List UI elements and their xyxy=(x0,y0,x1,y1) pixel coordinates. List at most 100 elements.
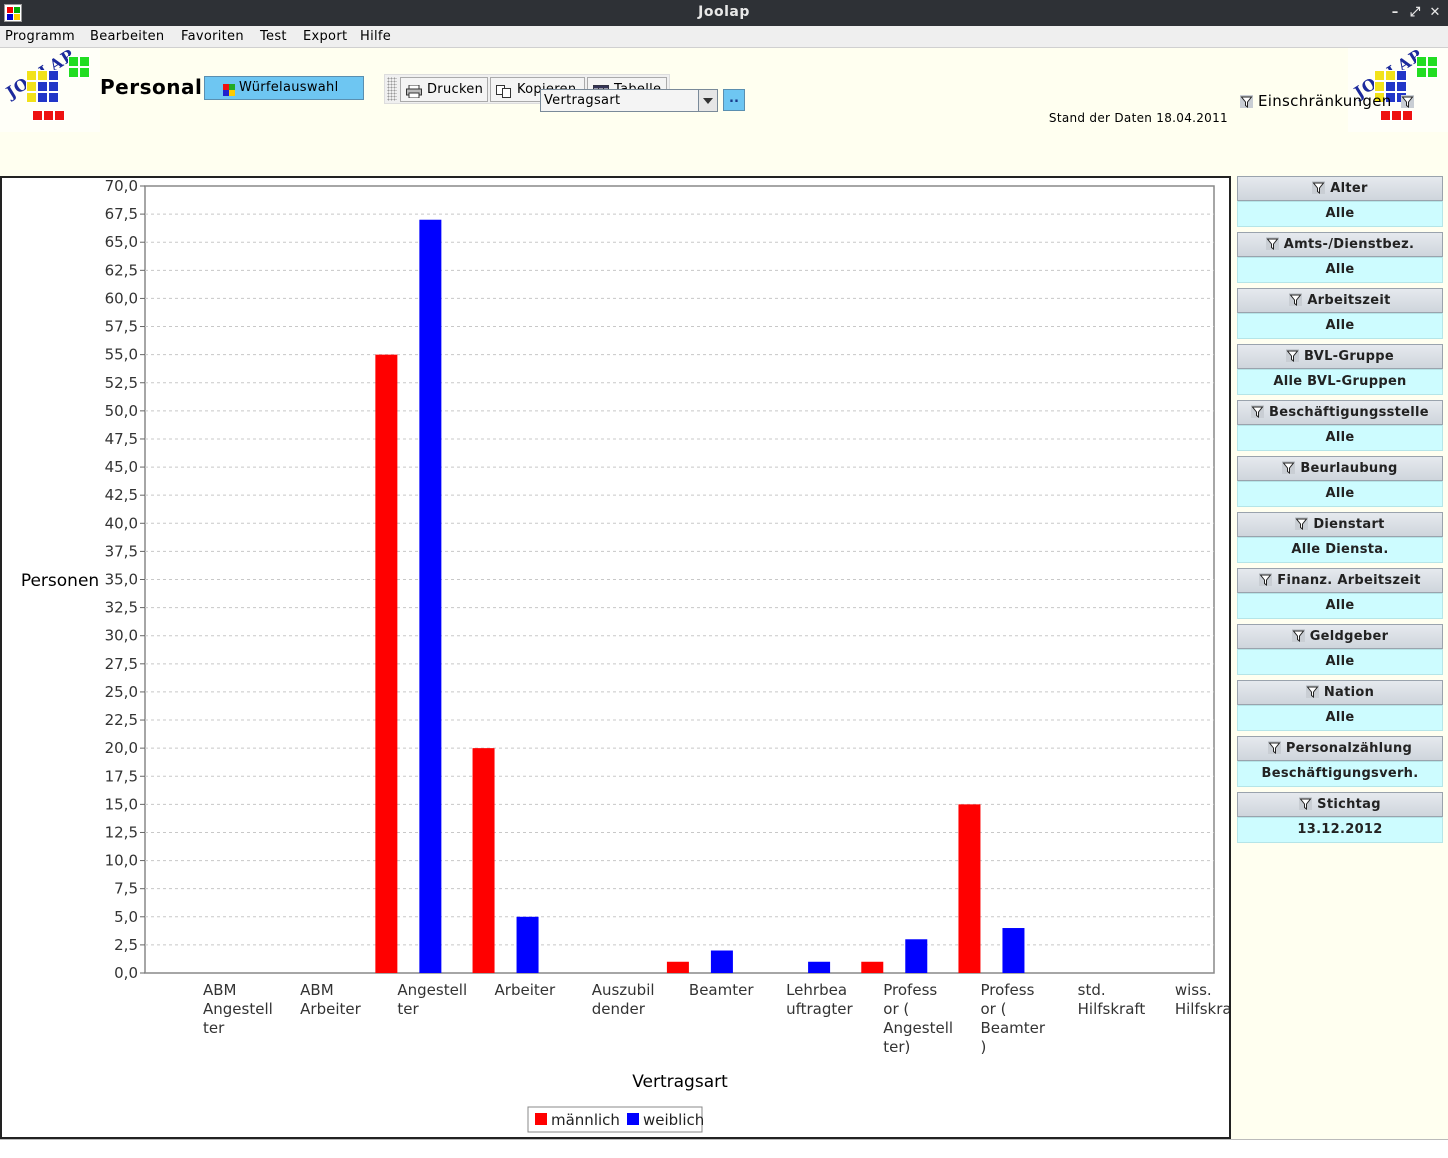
y-tick-label: 5,0 xyxy=(114,908,138,926)
bar-female xyxy=(710,950,733,973)
filter-group: Beschäftigungsstelle Alle xyxy=(1237,400,1443,452)
filter-label: Amts-/Dienstbez. xyxy=(1283,237,1415,252)
filter-value[interactable]: Alle xyxy=(1237,257,1443,283)
x-tick-label: ABM xyxy=(300,981,334,999)
filter-button[interactable]: Alter xyxy=(1237,176,1443,201)
filter-button[interactable]: BVL-Gruppe xyxy=(1237,344,1443,369)
bar-male xyxy=(375,354,398,974)
x-tick-label: Angestell xyxy=(203,1000,273,1018)
menu-test[interactable]: Test xyxy=(260,29,287,44)
filter-button[interactable]: Personalzählung xyxy=(1237,736,1443,761)
filter-icon xyxy=(1291,627,1305,642)
legend-swatch xyxy=(535,1113,547,1125)
filter-button[interactable]: Dienstart xyxy=(1237,512,1443,537)
chevron-down-icon[interactable] xyxy=(698,90,717,111)
filter-button[interactable]: Geldgeber xyxy=(1237,624,1443,649)
filter-value[interactable]: Alle xyxy=(1237,201,1443,227)
y-tick-label: 57,5 xyxy=(105,318,138,336)
minimize-icon[interactable]: – xyxy=(1391,5,1399,20)
filter-button[interactable]: Arbeitszeit xyxy=(1237,288,1443,313)
filter-group: Dienstart Alle Diensta. xyxy=(1237,512,1443,564)
menu-favoriten[interactable]: Favoriten xyxy=(181,29,244,44)
filter-button[interactable]: Finanz. Arbeitszeit xyxy=(1237,568,1443,593)
y-axis-title: Personen xyxy=(21,571,99,591)
filter-value[interactable]: 13.12.2012 xyxy=(1237,817,1443,843)
filter-value[interactable]: Alle xyxy=(1237,649,1443,675)
x-tick-label: Hilfskraft xyxy=(1078,1000,1146,1018)
close-icon[interactable]: ✕ xyxy=(1429,5,1441,20)
y-tick-label: 45,0 xyxy=(105,458,138,476)
x-tick-label: Profess xyxy=(883,981,937,999)
filter-group: BVL-Gruppe Alle BVL-Gruppen xyxy=(1237,344,1443,396)
y-tick-label: 50,0 xyxy=(105,402,138,420)
y-tick-label: 42,5 xyxy=(105,486,138,504)
filter-icon xyxy=(1400,94,1414,108)
x-tick-label: Profess xyxy=(980,981,1034,999)
x-tick-label: Angestell xyxy=(397,981,467,999)
x-tick-label: or ( xyxy=(883,1000,909,1018)
filter-button[interactable]: Nation xyxy=(1237,680,1443,705)
more-options-button[interactable]: .. xyxy=(723,89,745,111)
page-title: Personal xyxy=(100,75,203,99)
filter-group: Geldgeber Alle xyxy=(1237,624,1443,676)
y-tick-label: 17,5 xyxy=(105,767,138,785)
filter-group: Amts-/Dienstbez. Alle xyxy=(1237,232,1443,284)
copy-icon xyxy=(496,83,512,98)
joolap-logo: JOOLAP xyxy=(0,45,100,132)
maximize-icon[interactable]: ⤢ xyxy=(1409,5,1421,20)
joolap-logo-right: JOOLAP xyxy=(1348,45,1448,132)
y-tick-label: 25,0 xyxy=(105,683,138,701)
x-tick-label: uftragter xyxy=(786,1000,853,1018)
filter-value[interactable]: Alle xyxy=(1237,593,1443,619)
filter-value[interactable]: Alle xyxy=(1237,481,1443,507)
x-axis-title: Vertragsart xyxy=(632,1072,728,1092)
dimension-select-value: Vertragsart xyxy=(544,93,621,108)
menu-bearbeiten[interactable]: Bearbeiten xyxy=(90,29,165,44)
menu-hilfe[interactable]: Hilfe xyxy=(360,29,392,44)
toolbar-grip[interactable] xyxy=(387,77,397,101)
restrictions-header[interactable]: Einschränkungen xyxy=(1240,92,1440,110)
filter-value[interactable]: Alle BVL-Gruppen xyxy=(1237,369,1443,395)
filter-group: Finanz. Arbeitszeit Alle xyxy=(1237,568,1443,620)
filter-value[interactable]: Alle Diensta. xyxy=(1237,537,1443,563)
restrictions-title: Einschränkungen xyxy=(1258,92,1392,110)
print-button[interactable]: Drucken xyxy=(400,77,488,102)
bar-female xyxy=(516,916,539,973)
legend-label: männlich xyxy=(551,1111,620,1129)
menu-programm[interactable]: Programm xyxy=(5,29,75,44)
filter-value[interactable]: Alle xyxy=(1237,705,1443,731)
y-tick-label: 55,0 xyxy=(105,346,138,364)
filter-label: Stichtag xyxy=(1317,797,1381,812)
y-tick-label: 67,5 xyxy=(105,205,138,223)
cube-selection-button[interactable]: Würfelauswahl xyxy=(204,76,364,100)
filter-button[interactable]: Stichtag xyxy=(1237,792,1443,817)
y-tick-label: 70,0 xyxy=(105,178,138,195)
filter-value[interactable]: Beschäftigungsverh. xyxy=(1237,761,1443,787)
filter-label: Personalzählung xyxy=(1285,741,1413,756)
y-tick-label: 27,5 xyxy=(105,655,138,673)
filter-group: Personalzählung Beschäftigungsverh. xyxy=(1237,736,1443,788)
menubar: Programm Bearbeiten Favoriten Test Expor… xyxy=(0,26,1448,48)
filter-value[interactable]: Alle xyxy=(1237,425,1443,451)
filter-icon xyxy=(1282,459,1296,474)
filter-value[interactable]: Alle xyxy=(1237,313,1443,339)
dimension-select[interactable]: Vertragsart xyxy=(540,89,718,112)
app-icon xyxy=(4,4,22,22)
y-tick-label: 7,5 xyxy=(114,880,138,898)
data-status: Stand der Daten 18.04.2011 xyxy=(1048,111,1228,125)
y-tick-label: 65,0 xyxy=(105,233,138,251)
filter-group: Alter Alle xyxy=(1237,176,1443,228)
filter-button[interactable]: Beschäftigungsstelle xyxy=(1237,400,1443,425)
y-tick-label: 40,0 xyxy=(105,514,138,532)
header: JOOLAP Personal Würfelauswahl Drucken xyxy=(0,45,1448,176)
filter-label: Finanz. Arbeitszeit xyxy=(1277,573,1421,588)
filter-button[interactable]: Amts-/Dienstbez. xyxy=(1237,232,1443,257)
filter-icon xyxy=(1240,94,1253,108)
status-bar xyxy=(0,1139,1448,1158)
bar-female xyxy=(905,939,928,973)
y-tick-label: 15,0 xyxy=(105,795,138,813)
x-tick-label: or ( xyxy=(980,1000,1006,1018)
filter-button[interactable]: Beurlaubung xyxy=(1237,456,1443,481)
menu-export[interactable]: Export xyxy=(303,29,348,44)
x-tick-label: Beamter xyxy=(980,1019,1045,1037)
